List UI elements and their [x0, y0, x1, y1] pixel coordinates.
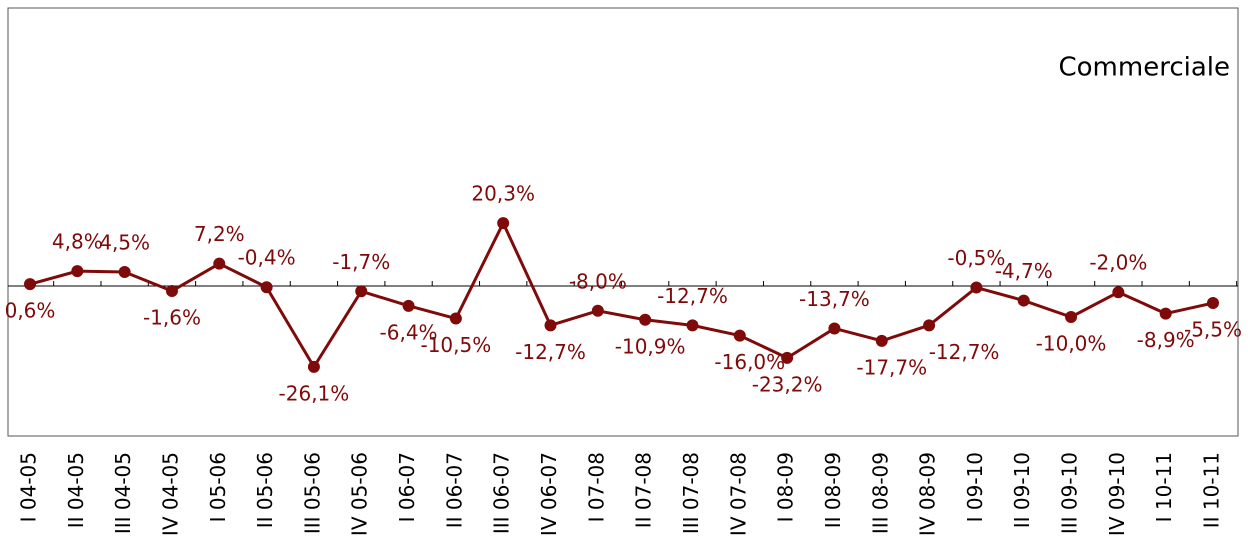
data-label: -10,9%	[615, 334, 686, 358]
data-point	[591, 304, 604, 317]
data-point	[307, 360, 320, 373]
x-tick-label: III 08-09	[868, 452, 892, 534]
data-point	[781, 351, 794, 364]
x-tick-label: II 09-10	[1010, 452, 1034, 528]
data-label: -6,4%	[380, 320, 438, 344]
data-point	[355, 285, 368, 298]
data-point	[1017, 294, 1030, 307]
x-tick-label: II 06-07	[442, 452, 466, 528]
x-tick-label: II 10-11	[1200, 452, 1224, 528]
data-label: -12,7%	[515, 340, 586, 364]
data-point	[875, 334, 888, 347]
data-point	[828, 322, 841, 335]
data-point	[497, 217, 510, 230]
data-label: -17,7%	[856, 355, 927, 379]
data-label: -8,9%	[1137, 328, 1195, 352]
data-label: -4,7%	[995, 259, 1053, 283]
x-tick-label: IV 04-05	[158, 452, 182, 536]
data-label: -0,4%	[238, 246, 296, 270]
data-label: -12,7%	[657, 284, 728, 308]
data-label: 7,2%	[194, 222, 245, 246]
data-label: 0,6%	[5, 299, 56, 323]
data-point	[165, 284, 178, 297]
data-label: 20,3%	[471, 182, 535, 206]
x-tick-label: III 04-05	[111, 452, 135, 534]
x-tick-label: IV 06-07	[537, 452, 561, 536]
data-point	[24, 278, 36, 291]
data-label: -16,0%	[714, 350, 785, 374]
data-point	[1207, 297, 1219, 310]
x-tick-label: IV 08-09	[916, 452, 940, 536]
data-point	[923, 319, 936, 332]
data-label: -10,5%	[420, 333, 491, 357]
data-label: -1,6%	[143, 305, 201, 329]
x-tick-label: I 06-07	[395, 452, 419, 522]
x-tick-label: II 05-06	[253, 452, 277, 528]
x-tick-label: III 07-08	[679, 452, 703, 534]
x-tick-label: I 08-09	[774, 452, 798, 522]
data-point	[260, 281, 273, 294]
data-label: -2,0%	[1089, 251, 1147, 275]
x-tick-label: I 05-06	[206, 452, 230, 522]
x-tick-label: II 04-05	[64, 452, 88, 528]
data-label: -10,0%	[1036, 331, 1107, 355]
data-point	[402, 299, 415, 312]
data-point	[1112, 286, 1125, 299]
data-label: -23,2%	[752, 372, 823, 396]
data-point	[118, 266, 131, 279]
data-point	[686, 319, 699, 332]
data-label: 4,8%	[52, 230, 103, 254]
data-label: -13,7%	[799, 287, 870, 311]
data-label: -1,7%	[332, 250, 390, 274]
x-tick-label: II 07-08	[632, 452, 656, 528]
data-label: -5,5%	[1184, 318, 1242, 342]
x-tick-label: IV 05-06	[348, 452, 372, 536]
x-tick-label: I 10-11	[1152, 452, 1176, 522]
chart-title: Commerciale	[1058, 53, 1230, 83]
data-point	[733, 329, 746, 342]
x-tick-label: I 09-10	[963, 452, 987, 522]
data-label: -12,7%	[929, 340, 1000, 364]
x-tick-label: I 07-08	[584, 452, 608, 522]
data-point	[71, 265, 84, 278]
data-line	[29, 221, 1214, 369]
x-tick-label: III 06-07	[490, 452, 514, 534]
data-label: -0,5%	[947, 246, 1005, 270]
x-tick-label: III 05-06	[300, 452, 324, 534]
data-point	[970, 281, 983, 294]
data-point	[1159, 307, 1172, 320]
x-tick-label: IV 07-08	[726, 452, 750, 536]
data-point	[1065, 310, 1078, 323]
data-label: -8,0%	[569, 269, 627, 293]
x-tick-label: II 08-09	[821, 452, 845, 528]
data-label: -26,1%	[279, 381, 350, 405]
x-tick-label: I 04-05	[17, 452, 41, 522]
data-point	[449, 312, 462, 325]
x-tick-label: IV 09-10	[1105, 452, 1129, 536]
data-point	[544, 319, 557, 332]
data-point	[213, 257, 226, 270]
x-tick-label: III 09-10	[1058, 452, 1082, 534]
data-label: 4,5%	[99, 231, 150, 255]
plot-frame	[7, 7, 1239, 437]
data-point	[639, 313, 652, 326]
